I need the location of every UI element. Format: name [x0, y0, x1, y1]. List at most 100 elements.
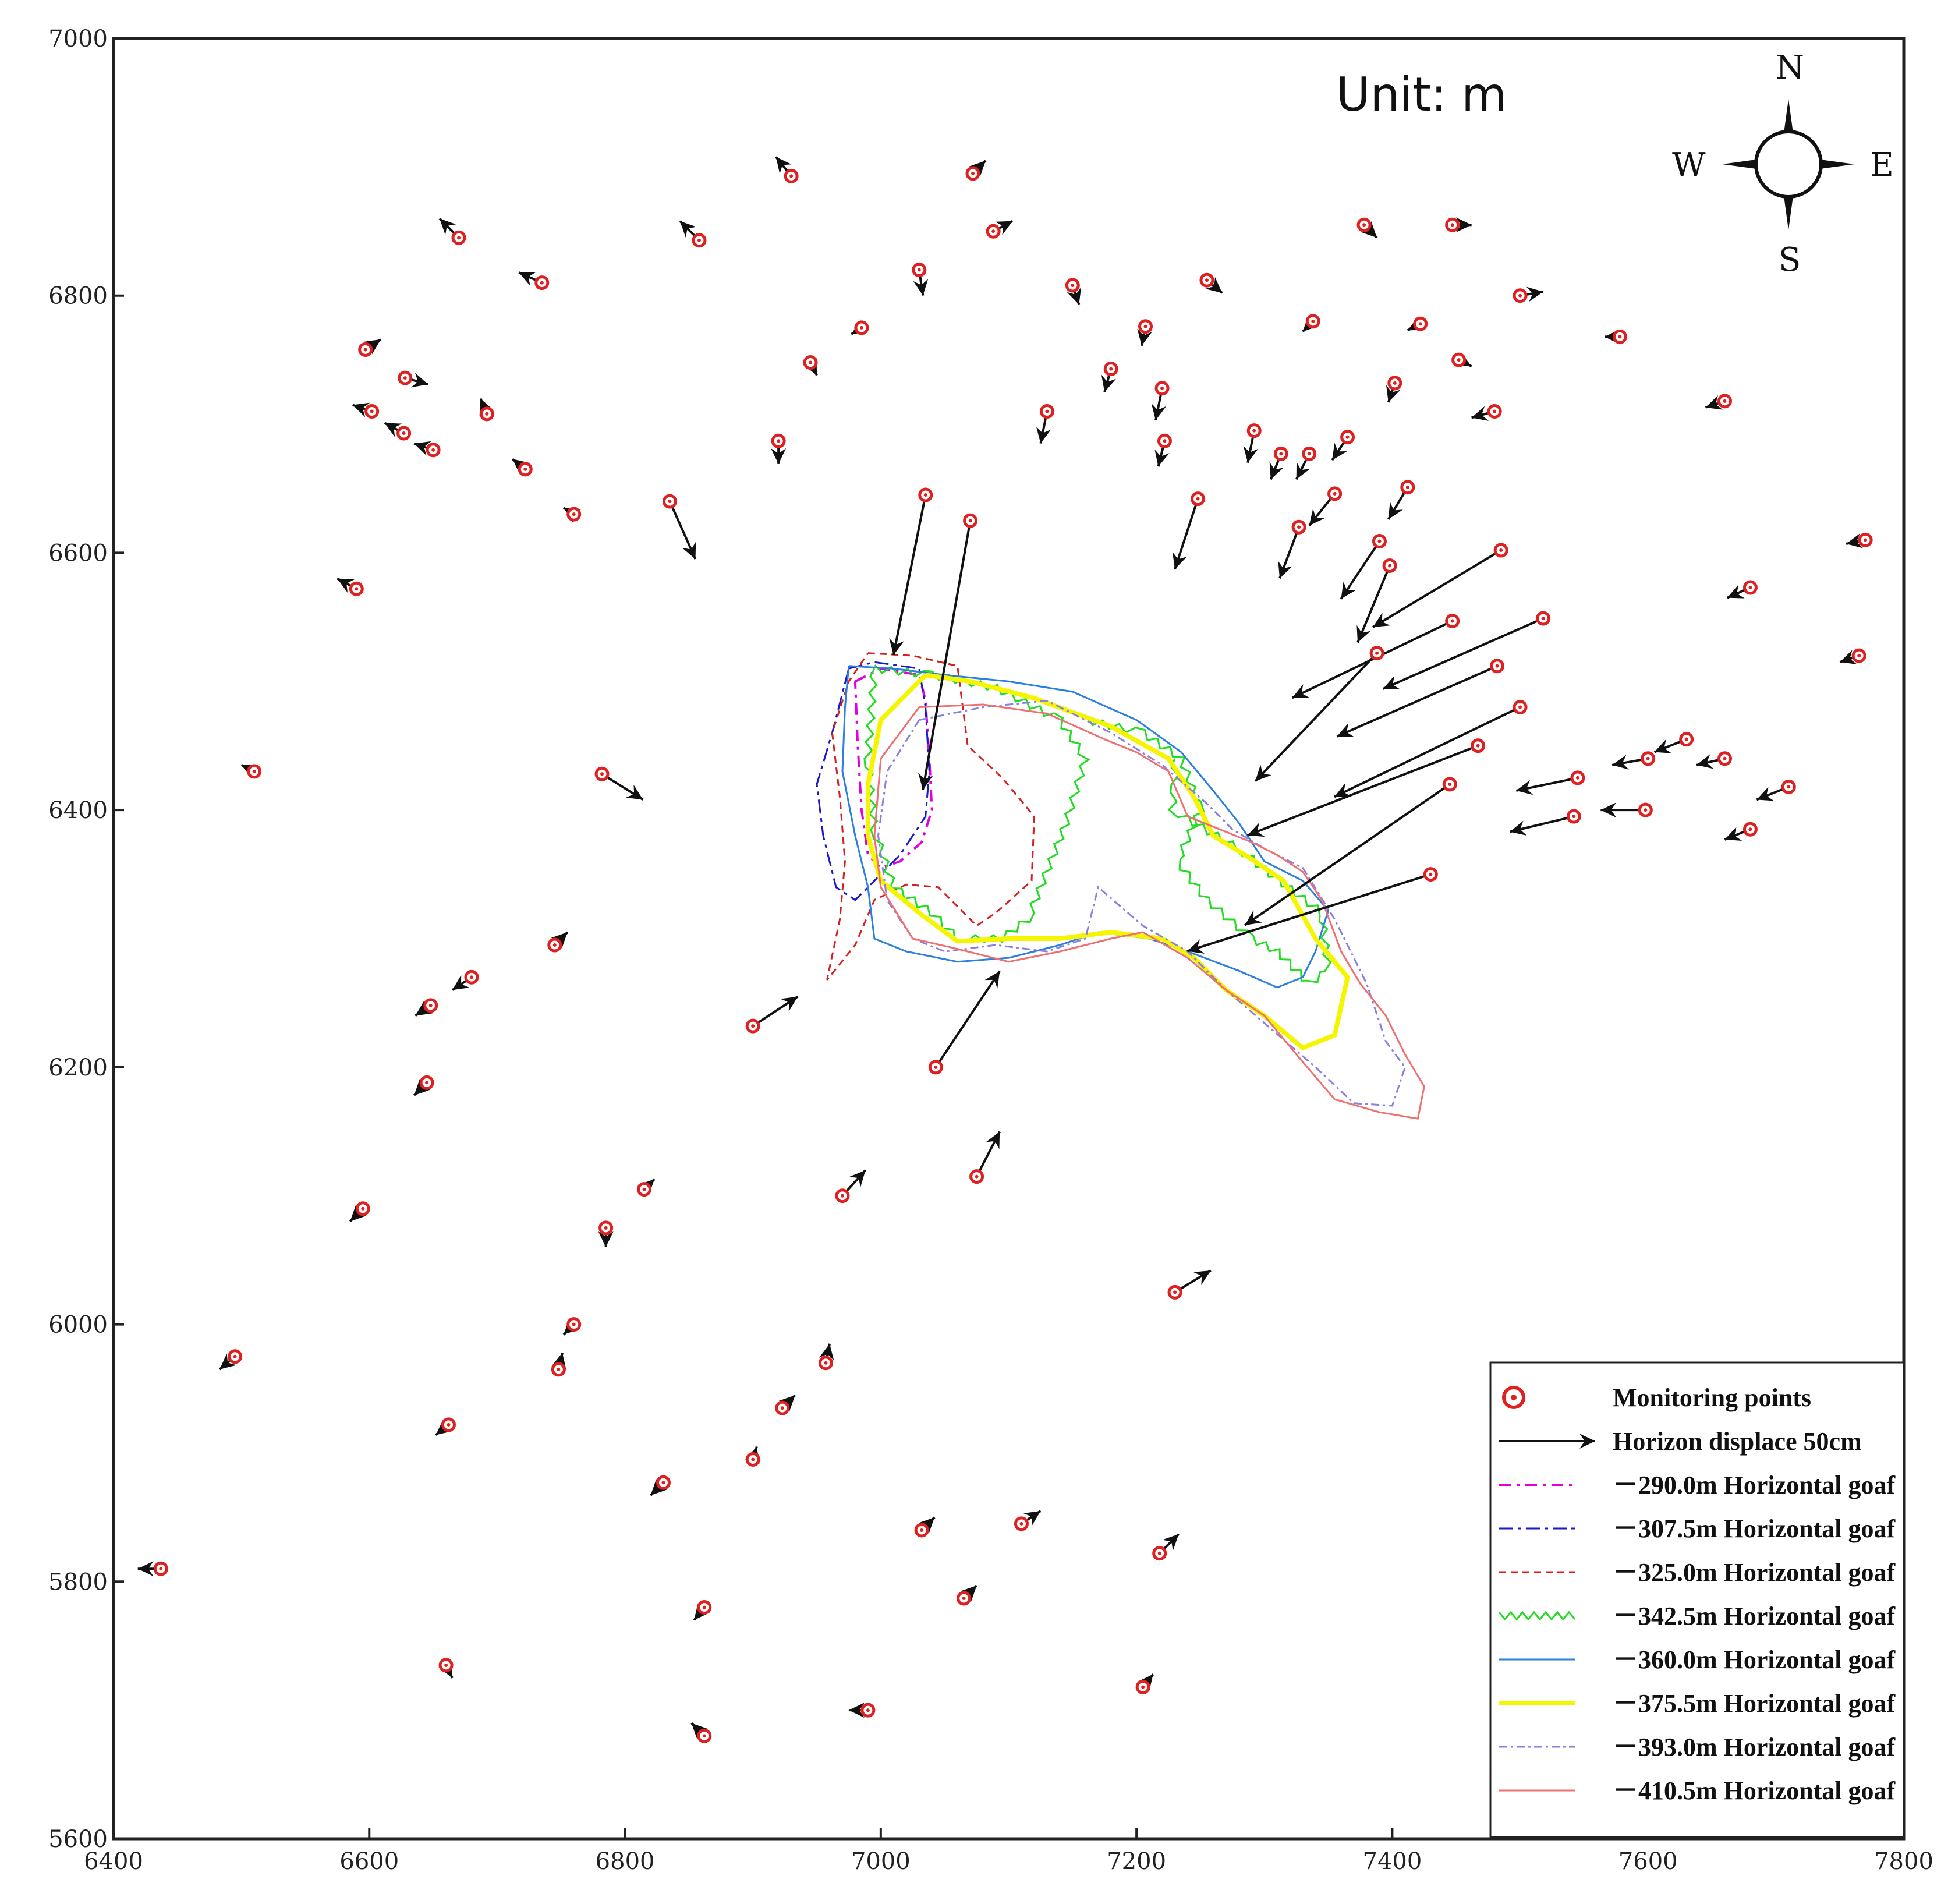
displacement-arrow-head [1101, 374, 1117, 392]
monitoring-point-center [642, 1187, 646, 1191]
displacement-arrow-head [519, 272, 537, 286]
displacement-arrow-head [414, 441, 431, 456]
monitoring-point-center [1279, 452, 1283, 456]
monitoring-point-center [1572, 815, 1576, 819]
compass-w-label: W [1672, 146, 1706, 184]
monitoring-point-center [697, 238, 701, 242]
legend: Monitoring points Horizon displace 50cm －2… [1489, 1361, 1905, 1838]
y-tick-label: 6800 [48, 283, 108, 310]
monitoring-point-center [1141, 1685, 1145, 1689]
y-tick-label: 6200 [48, 1054, 108, 1081]
displacement-arrow-head [913, 278, 929, 296]
displacement-arrow-head [682, 542, 696, 560]
monitoring-point-center [702, 1605, 706, 1609]
displacement-arrow-head [918, 1517, 935, 1534]
monitoring-point-center [917, 268, 921, 272]
displacement-arrow-head [337, 578, 355, 593]
monitoring-point-center [920, 1528, 924, 1532]
displacement-arrow-shaft [1246, 744, 1479, 837]
displacement-arrow-shaft [922, 520, 972, 790]
plot-frame [112, 37, 1906, 1841]
displacement-arrow-head [414, 1079, 431, 1096]
monitoring-point-center [1019, 1521, 1023, 1526]
monitoring-point-center [1618, 335, 1622, 339]
displacement-arrow-head [1067, 287, 1082, 305]
monitoring-point-center [572, 1322, 576, 1326]
displacement-arrow-head [1151, 403, 1167, 420]
displacement-arrow-head [1471, 406, 1489, 421]
displacement-arrow-head [1245, 909, 1262, 925]
displacement-arrow-head [1154, 449, 1170, 467]
displacement-arrow-head [440, 218, 456, 235]
displacement-arrow-head [1023, 1510, 1041, 1526]
displacement-arrow-head [778, 1395, 795, 1412]
monitoring-point-center [968, 519, 972, 523]
monitoring-point-center [1748, 827, 1752, 831]
displacement-arrow-shaft [1509, 815, 1574, 833]
monitoring-point-center [971, 171, 975, 175]
monitoring-point-center [1644, 808, 1648, 812]
monitoring-point-center [1857, 654, 1861, 658]
legend-label: －325.0m Horizontal goaf [1613, 1558, 1896, 1587]
monitoring-point-center [1388, 564, 1392, 568]
displacement-arrow-head [969, 160, 986, 178]
displacement-arrow-head [1727, 584, 1745, 599]
displacement-arrow-shaft [1340, 540, 1381, 600]
goaf-outline-g325 [826, 652, 1035, 981]
monitoring-point-center [447, 1422, 451, 1427]
monitoring-point-center [403, 376, 407, 380]
monitoring-point-center [1575, 776, 1579, 780]
displacement-arrow-head [650, 1478, 667, 1496]
displacement-arrow-head [960, 1585, 977, 1602]
displacement-arrow-head [564, 1318, 580, 1335]
y-tick-label: 7000 [48, 26, 108, 52]
monitoring-point-center [840, 1194, 844, 1198]
unit-label: Unit: m [1336, 68, 1507, 122]
displacement-arrow-head [1162, 1534, 1179, 1551]
displacement-arrow-shaft [1382, 617, 1544, 690]
displacement-arrow-head [1654, 739, 1672, 753]
displacement-arrow-head [771, 448, 787, 464]
x-tick-label: 6600 [339, 1848, 399, 1875]
monitoring-point-center [425, 1081, 429, 1085]
monitoring-point-center [572, 512, 576, 516]
displacement-arrow-head [1388, 501, 1403, 519]
monitoring-point-center [444, 1663, 448, 1667]
monitoring-point-center [1518, 293, 1522, 298]
displacement-arrow-head [1302, 315, 1319, 332]
monitoring-point-center [751, 1024, 755, 1028]
displacement-arrow-head [1386, 385, 1401, 402]
displacement-arrow-head [1269, 462, 1284, 480]
displacement-arrow-head [1292, 684, 1310, 698]
goaf-outline-g393 [877, 699, 1407, 1107]
monitoring-point-center [457, 236, 461, 240]
legend-label: －307.5m Horizontal goaf [1613, 1514, 1896, 1543]
x-tick-label: 6400 [84, 1848, 143, 1875]
displacement-arrow-head [551, 932, 568, 949]
monitoring-point-center [1499, 548, 1503, 553]
monitoring-point-center [1163, 439, 1167, 443]
displacement-arrow-shaft [1334, 706, 1521, 798]
displacement-arrow-head [384, 423, 402, 437]
displacement-arrow-head [1612, 755, 1630, 770]
displacement-arrow-head [1205, 277, 1223, 293]
monitoring-point-center [1541, 617, 1545, 621]
x-tick-label: 7400 [1363, 1848, 1422, 1875]
legend-label: －410.5m Horizontal goaf [1613, 1776, 1896, 1805]
displacement-arrow-head [1516, 780, 1533, 795]
legend-label: －342.5m Horizontal goaf [1613, 1602, 1896, 1630]
monitoring-point-center [557, 1367, 561, 1371]
monitoring-point-center [552, 943, 557, 947]
monitoring-point-center [485, 412, 489, 416]
displacement-arrow-head [1383, 675, 1401, 690]
monitoring-point-center [402, 431, 406, 436]
y-tick-label: 5600 [48, 1826, 108, 1853]
displacement-arrow-head [984, 971, 1000, 989]
displacement-arrow-head [452, 975, 470, 990]
goaf-outline-g307 [816, 661, 930, 901]
displacement-arrow-head [691, 1723, 709, 1740]
monitoring-point-center [1297, 525, 1301, 529]
x-tick-label: 7800 [1874, 1848, 1933, 1875]
legend-label: －375.5m Horizontal goaf [1613, 1689, 1896, 1718]
monitoring-point-center [1448, 782, 1452, 786]
